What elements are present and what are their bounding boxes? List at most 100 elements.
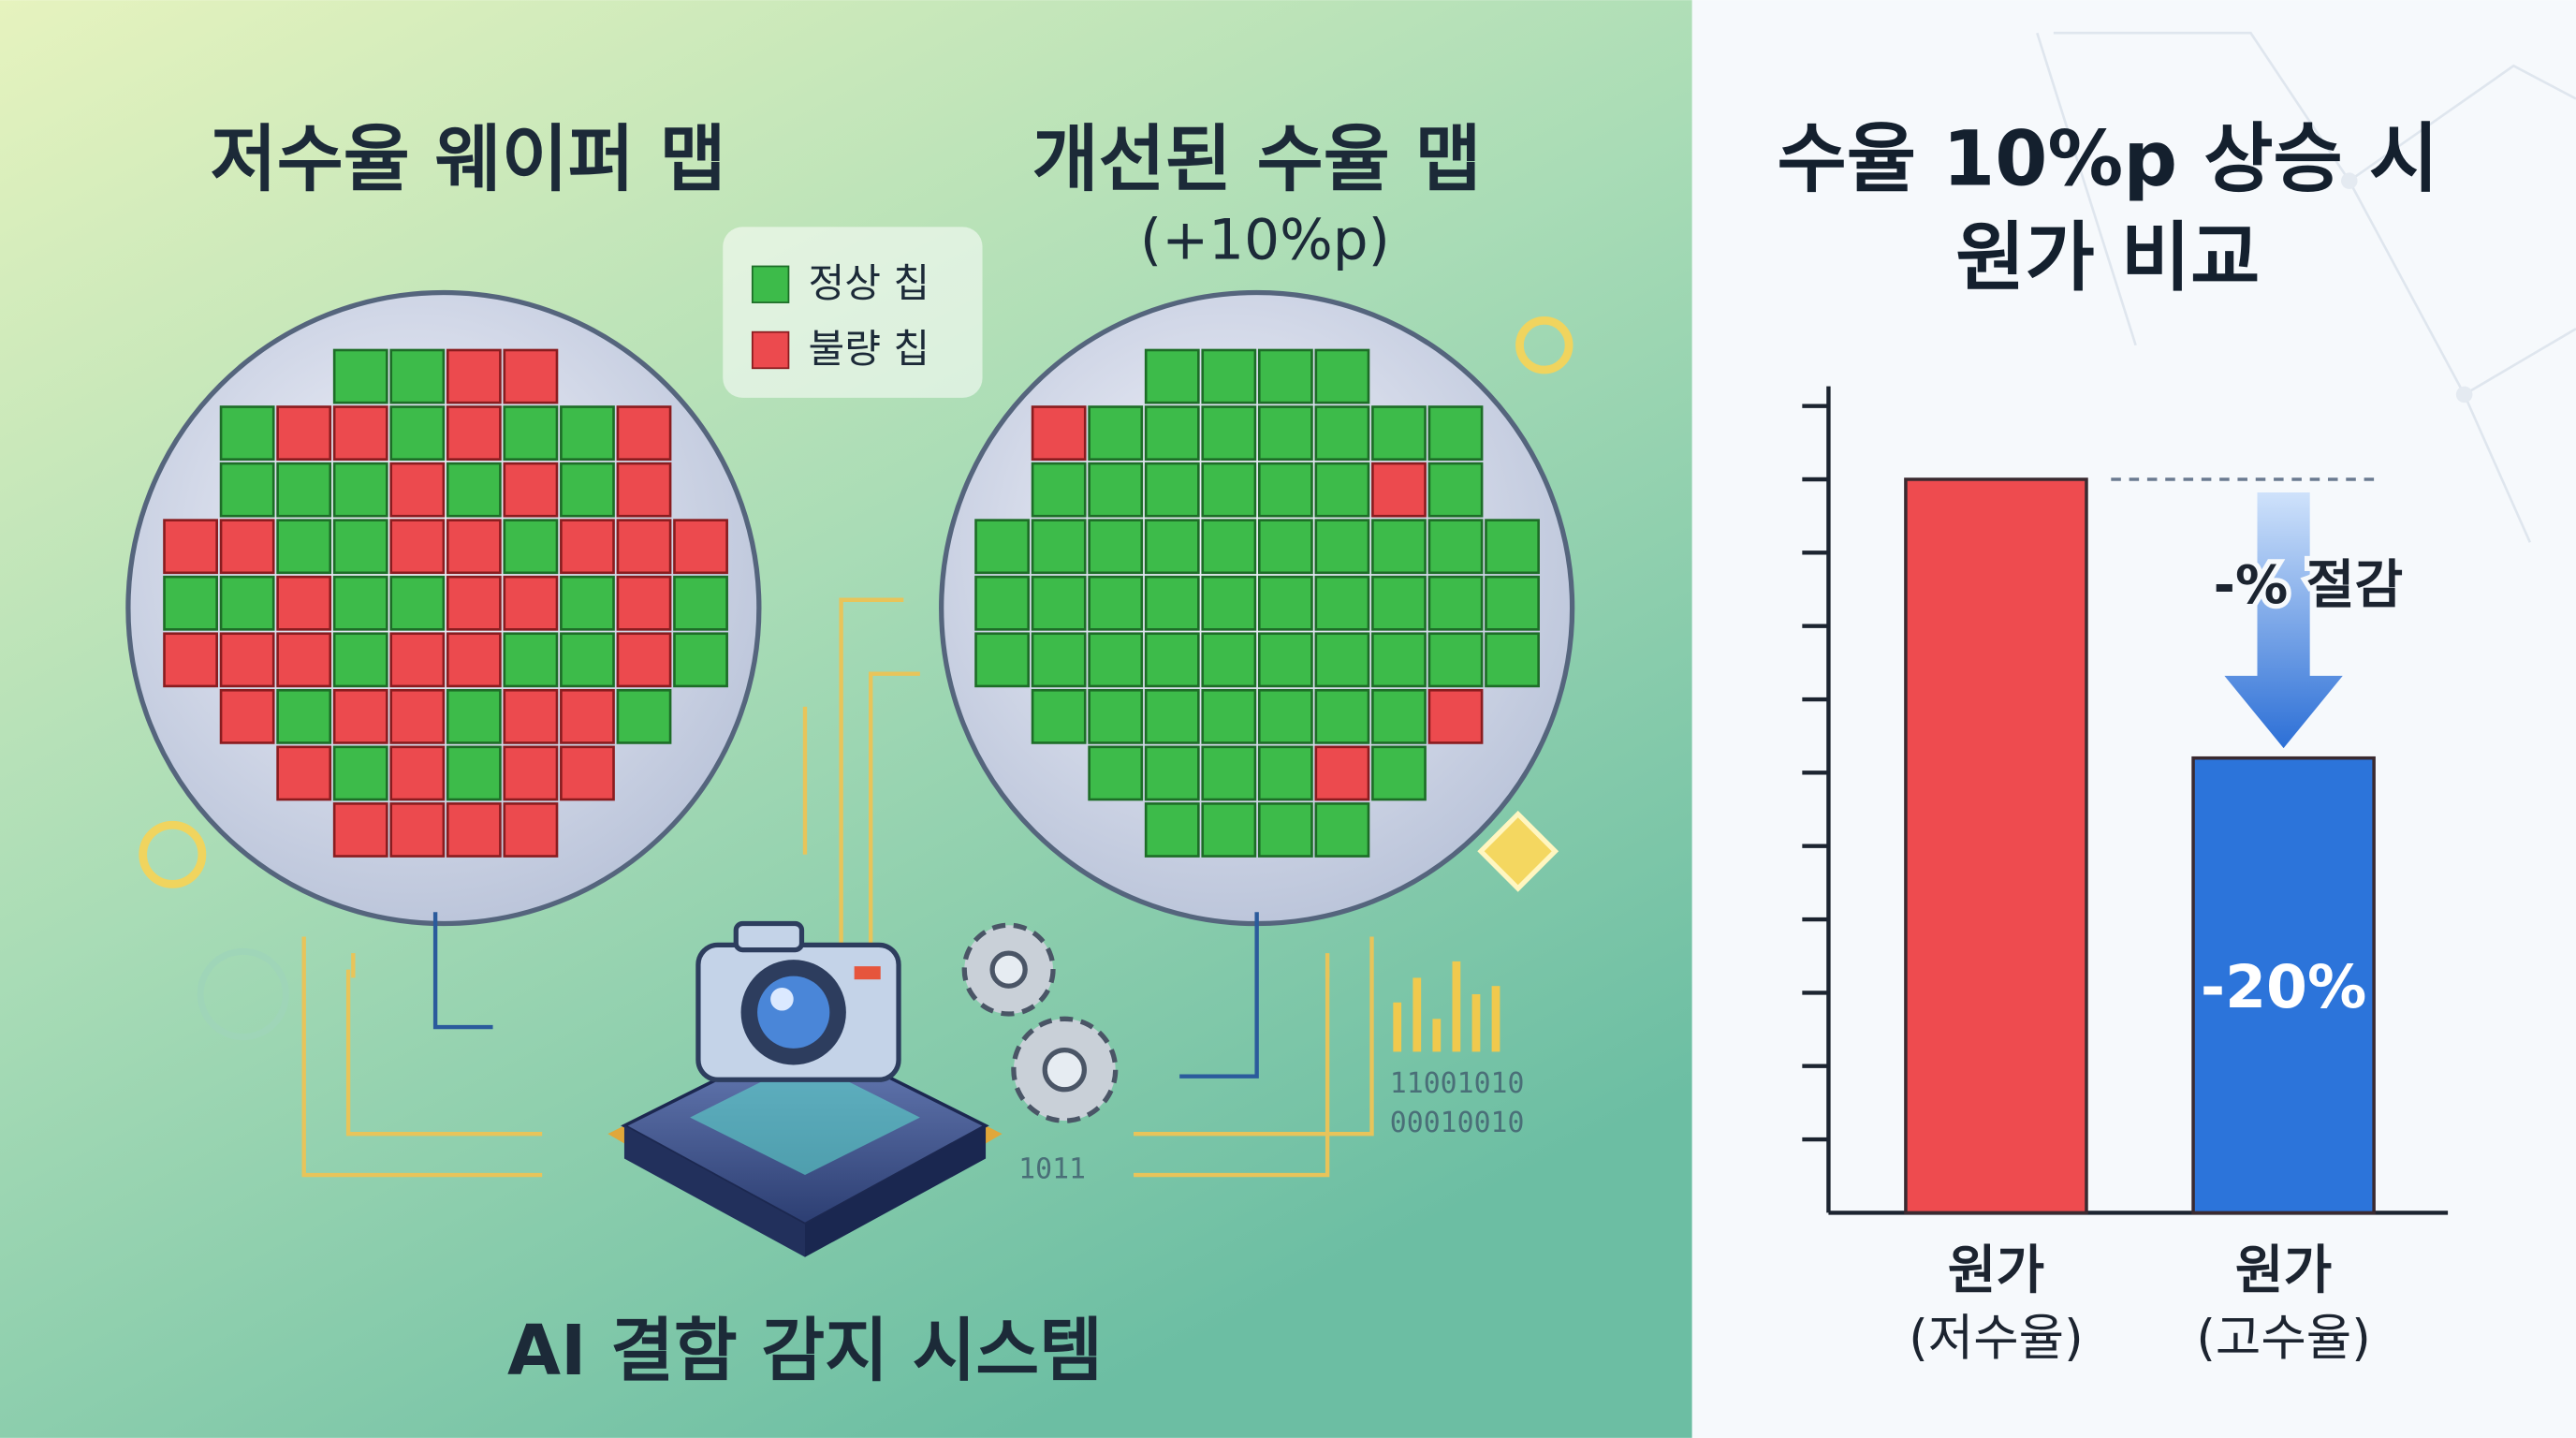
wafer-chip: [219, 462, 275, 518]
wafer-chip: [389, 575, 446, 631]
wafer-chip: [1427, 462, 1484, 518]
wafer-chip: [616, 632, 672, 688]
wafer-chip: [1257, 519, 1313, 575]
binary-text: 00010010: [1390, 1107, 1525, 1139]
x-tick-label: 원가: [2235, 1240, 2332, 1301]
wafer-chip: [503, 688, 559, 744]
wafer-chip: [219, 519, 275, 575]
chip-grid: [163, 348, 1540, 858]
wafer-chip: [389, 519, 446, 575]
wafer-chip: [1314, 405, 1370, 462]
bar-chart: 원가 (저수율) 원가 (고수율) -% 절감 -20%: [1802, 386, 2449, 1367]
wafer-chip: [1257, 405, 1313, 462]
wafer-chip: [974, 519, 1031, 575]
x-tick-label: (고수율): [2196, 1310, 2370, 1367]
wafer-chip: [1031, 688, 1087, 744]
wafer-chip: [1144, 745, 1200, 801]
wafer-chip: [1144, 802, 1200, 858]
wafer-chip: [1257, 632, 1313, 688]
bar-decoration: [1393, 961, 1500, 1052]
system-label: AI 결함 감지 시스템: [507, 1312, 1103, 1391]
right-background: [1691, 0, 2576, 1438]
wafer-chip: [974, 632, 1031, 688]
gear-icons: [961, 922, 1119, 1123]
wafer-chip: [1314, 462, 1370, 518]
reduction-arrow: [2224, 492, 2343, 749]
wafer-chip: [1371, 405, 1427, 462]
wafer-chip: [446, 632, 502, 688]
wafer-chip: [446, 348, 502, 404]
wafer-chip: [163, 632, 218, 688]
wafer-chip: [1031, 462, 1087, 518]
wafer-chip: [389, 632, 446, 688]
wafer-chip: [1257, 745, 1313, 801]
wafer-chip: [389, 745, 446, 801]
wafer-chip: [1371, 575, 1427, 631]
wafer-chip: [1485, 519, 1540, 575]
wafer-chip: [503, 519, 559, 575]
wafer-chip: [503, 802, 559, 858]
wafer-chip: [1144, 688, 1200, 744]
wafer-chip: [332, 745, 388, 801]
wafer-chip: [1314, 575, 1370, 631]
wafer-chip: [1257, 348, 1313, 404]
bar: [2191, 756, 2376, 1215]
wafer-chip: [389, 348, 446, 404]
wafer-chip: [1314, 688, 1370, 744]
legend-box: [723, 227, 983, 398]
wafer-chip: [1201, 462, 1257, 518]
wafer-chip: [332, 462, 388, 518]
wafer-chip: [1088, 688, 1144, 744]
wafer-chip: [1088, 745, 1144, 801]
wafer-chip: [1371, 745, 1427, 801]
bar-annotation: -20%: [2201, 952, 2366, 1021]
wafer-chip: [332, 348, 388, 404]
wafer-high-subtitle: (+10%p): [1140, 208, 1390, 272]
wafer-chip: [219, 632, 275, 688]
wafer-chip: [446, 462, 502, 518]
wafer-chip: [1427, 688, 1484, 744]
wafer-chip: [1314, 519, 1370, 575]
wafer-chip: [446, 688, 502, 744]
wafer-chip: [1201, 632, 1257, 688]
wafer-chip: [389, 688, 446, 744]
wafer-chip: [503, 348, 559, 404]
wafer-chip: [1088, 519, 1144, 575]
wafer-chip: [276, 745, 332, 801]
wafer-chip: [163, 519, 218, 575]
wafer-chip: [503, 632, 559, 688]
wafer-low-title: 저수율 웨이퍼 맵: [211, 118, 726, 202]
wafer-chip: [1257, 802, 1313, 858]
wafer-chip: [1144, 462, 1200, 518]
wafer-chip: [560, 462, 615, 518]
wafer-chip: [1485, 575, 1540, 631]
wafer-chip: [1201, 348, 1257, 404]
wafer-chip: [332, 405, 388, 462]
wafer-chip: [616, 688, 672, 744]
wafer-chip: [1314, 632, 1370, 688]
wafer-chip: [1144, 575, 1200, 631]
wafer-chip: [560, 688, 615, 744]
wafer-chip: [503, 405, 559, 462]
wafer-chip: [1427, 519, 1484, 575]
wafer-chip: [389, 405, 446, 462]
wafer-chip: [446, 745, 502, 801]
wafer-chip: [219, 405, 275, 462]
bar: [1904, 477, 2088, 1215]
legend-label: 정상 칩: [809, 260, 930, 306]
wafer-chip: [389, 802, 446, 858]
wafer-chip: [1427, 405, 1484, 462]
wafer-chip: [219, 575, 275, 631]
wafer-chip: [1031, 632, 1087, 688]
annotation: -% 절감: [2214, 555, 2403, 616]
wafer-chip: [276, 462, 332, 518]
binary-text: 1011: [1018, 1152, 1086, 1185]
wafer-chip: [446, 575, 502, 631]
wafer-chip: [1144, 519, 1200, 575]
legend-swatch: [751, 265, 790, 303]
wafer-chip: [560, 405, 615, 462]
wafer-chip: [1257, 462, 1313, 518]
wafer-chip: [1314, 745, 1370, 801]
wafer-chip: [503, 745, 559, 801]
